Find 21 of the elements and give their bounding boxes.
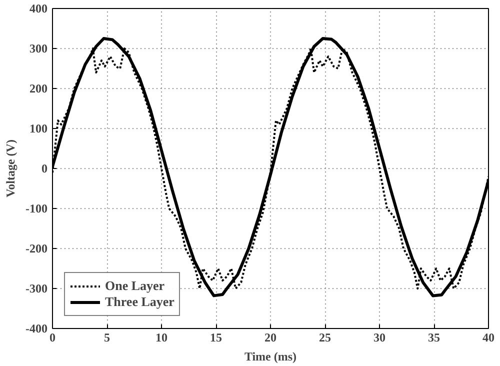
x-tick-label: 35	[428, 330, 440, 344]
y-tick-label: 0	[42, 162, 48, 176]
y-tick-label: 400	[30, 2, 48, 16]
y-tick-label: -400	[26, 322, 48, 336]
x-axis-title: Time (ms)	[244, 350, 297, 364]
y-tick-label: -300	[26, 282, 48, 296]
x-tick-label: 30	[374, 330, 386, 344]
x-tick-label: 40	[482, 330, 494, 344]
x-tick-label: 10	[156, 330, 168, 344]
x-tick-label: 25	[319, 330, 331, 344]
y-tick-label: 100	[30, 122, 48, 136]
y-tick-label: 300	[30, 42, 48, 56]
y-tick-label: 200	[30, 82, 48, 96]
y-tick-label: -200	[26, 242, 48, 256]
legend-label: One Layer	[105, 278, 165, 294]
legend-label: Three Layer	[105, 294, 174, 310]
x-tick-label: 5	[104, 330, 110, 344]
y-tick-label: -100	[26, 202, 48, 216]
y-axis-title: Voltage (V)	[4, 140, 18, 198]
x-tick-label: 20	[264, 330, 276, 344]
x-tick-label: 15	[210, 330, 222, 344]
